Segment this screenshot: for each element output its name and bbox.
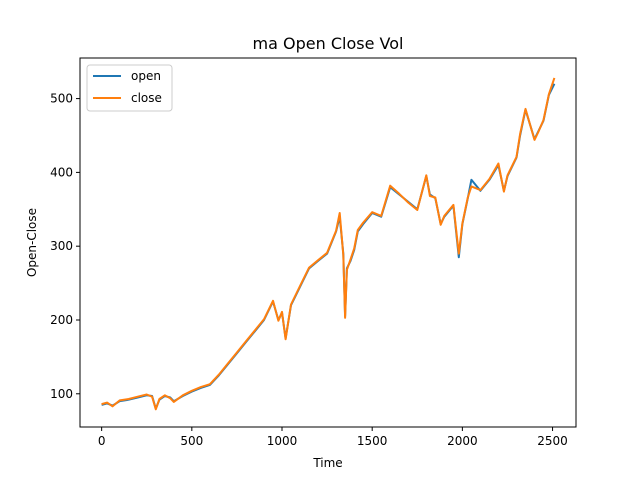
x-tick-label: 0 [98,434,106,448]
y-tick-label: 400 [50,165,73,179]
x-tick-label: 2500 [537,434,568,448]
legend-label-close: close [131,91,162,105]
chart-title: ma Open Close Vol [253,34,404,53]
legend-label-open: open [131,69,161,83]
legend: open close [86,64,173,112]
series-line-close [101,77,556,411]
x-axis-ticks: 0 500 1000 1500 2000 2500 [98,427,568,448]
x-tick-label: 500 [180,434,203,448]
x-tick-label: 2000 [447,434,478,448]
y-axis-ticks: 100 200 300 400 500 [50,92,80,401]
y-axis-label: Open-Close [25,208,39,277]
y-tick-label: 200 [50,313,73,327]
y-tick-label: 500 [50,92,73,106]
y-tick-label: 100 [50,387,73,401]
x-axis-label: Time [312,456,342,470]
plot-frame [79,57,577,428]
y-tick-label: 300 [50,239,73,253]
x-tick-label: 1500 [357,434,388,448]
plot-lines [101,77,556,411]
x-tick-label: 1000 [267,434,298,448]
